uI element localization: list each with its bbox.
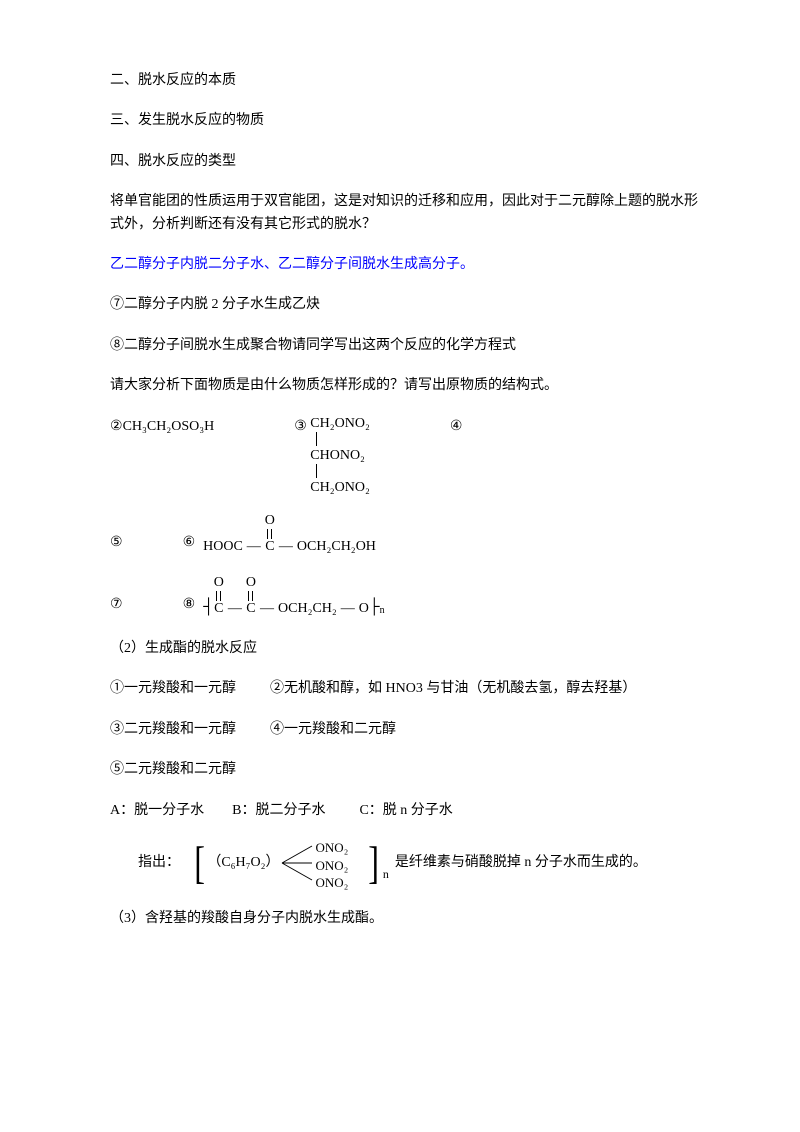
bond-dash-icon: — bbox=[243, 540, 265, 554]
f8-O1: O bbox=[214, 576, 224, 590]
bond-dash-icon: — bbox=[224, 602, 246, 616]
bond-dash-icon: — bbox=[256, 602, 278, 616]
cell-core: （C₆H₇O₂） bbox=[207, 852, 279, 874]
cell-core-lparen: （ bbox=[207, 855, 221, 870]
section-3: （3）含羟基的羧酸自身分子内脱水生成酯。 bbox=[110, 908, 700, 930]
item-4: ④ bbox=[450, 416, 463, 438]
opt-1: ①一元羧酸和一元醇 bbox=[110, 681, 236, 696]
abc-row: A：脱一分子水 B：脱二分子水 C：脱 n 分子水 bbox=[110, 800, 700, 822]
f8-open-bracket: ┤ bbox=[203, 599, 214, 616]
f8-carbonyl-1: O C bbox=[214, 576, 224, 616]
f6-C: C bbox=[265, 540, 274, 554]
formula-row-234: ②CH₃CH₂OSO₃H ③ CH₂ONO₂ CHONO₂ CH₂ONO₂ ④ bbox=[110, 416, 700, 496]
f8-carbonyl-2: O C bbox=[246, 576, 256, 616]
cellulose-structure: [ （C₆H₇O₂） ONO₂ ONO₂ ONO₂ ] n bbox=[192, 840, 389, 886]
f8-mid: OCH₂CH₂ bbox=[278, 601, 337, 616]
stack-line-1: CH₂ONO₂ bbox=[310, 416, 370, 431]
opt-2: ②无机酸和醇，如 HNO3 与甘油（无机酸去氢，醇去羟基） bbox=[270, 681, 636, 696]
paragraph-blue: 乙二醇分子内脱二分子水、乙二醇分子间脱水生成高分子。 bbox=[110, 254, 700, 276]
item-2-formula: CH₃CH₂OSO₃H bbox=[123, 419, 215, 434]
right-bracket-icon: ] bbox=[368, 842, 379, 883]
stack-line-3: CH₂ONO₂ bbox=[310, 480, 370, 495]
f8-Oend: O bbox=[359, 601, 369, 616]
cellulose-row: 指出： [ （C₆H₇O₂） ONO₂ ONO₂ ONO₂ ] n 是纤维素与硝… bbox=[110, 840, 700, 886]
item-7: ⑦ bbox=[110, 594, 123, 616]
heading-2: 二、脱水反应的本质 bbox=[110, 70, 700, 92]
opt-5: ⑤二元羧酸和二元醇 bbox=[110, 759, 700, 781]
f6-O: O bbox=[265, 514, 275, 528]
cellulose-lead: 指出： bbox=[138, 852, 180, 874]
cellulose-tail: 是纤维素与硝酸脱掉 n 分子水而生成的。 bbox=[395, 852, 647, 874]
branch-lines-icon bbox=[280, 840, 316, 886]
f6-left: HOOC bbox=[203, 539, 243, 554]
cell-sub-n: n bbox=[383, 865, 389, 884]
opt-3: ③二元羧酸和一元醇 bbox=[110, 722, 236, 737]
paragraph-8: ⑧二醇分子间脱水生成聚合物请同学写出这两个反应的化学方程式 bbox=[110, 335, 700, 357]
paragraph-intro: 将单官能团的性质运用于双官能团，这是对知识的迁移和应用，因此对于二元醇除上题的脱… bbox=[110, 191, 700, 236]
bond-dash-icon: — bbox=[275, 540, 297, 554]
item-3-label: ③ bbox=[294, 419, 307, 434]
cell-core-formula: C₆H₇O₂ bbox=[221, 855, 265, 870]
formula-row-78: ⑦ ⑧ ┤ O C — O C — OCH₂CH₂ — O ├n bbox=[110, 576, 700, 616]
f8-C2: C bbox=[246, 602, 255, 616]
cell-core-rparen: ） bbox=[266, 855, 280, 870]
cellulose-branches: ONO₂ ONO₂ ONO₂ bbox=[280, 840, 366, 886]
bond-dash-icon: — bbox=[337, 602, 359, 616]
branch-bot: ONO₂ bbox=[316, 873, 349, 894]
question-1: 请大家分析下面物质是由什么物质怎样形成的？请写出原物质的结构式。 bbox=[110, 375, 700, 397]
section-2: （2）生成酯的脱水反应 bbox=[110, 638, 700, 660]
bond-line-icon bbox=[316, 432, 318, 446]
item-2-label: ② bbox=[110, 419, 123, 434]
stack-line-2: CHONO₂ bbox=[310, 448, 365, 463]
item-8: ⑧ bbox=[183, 594, 196, 616]
f8-O2: O bbox=[246, 576, 256, 590]
formula-8: ┤ O C — O C — OCH₂CH₂ — O ├n bbox=[203, 576, 384, 616]
heading-4: 四、脱水反应的类型 bbox=[110, 151, 700, 173]
double-bond-icon bbox=[248, 591, 253, 601]
formula-6: HOOC — O C — OCH₂CH₂OH bbox=[203, 514, 376, 554]
f6-carbonyl: O C bbox=[265, 514, 275, 554]
f6-right: OCH₂CH₂OH bbox=[297, 539, 376, 554]
formula-row-56: ⑤ ⑥ HOOC — O C — OCH₂CH₂OH bbox=[110, 514, 700, 554]
item-2: ②CH₃CH₂OSO₃H bbox=[110, 416, 214, 438]
f8-close-bracket: ├ bbox=[369, 599, 380, 616]
bond-line-icon bbox=[316, 464, 318, 478]
f8-n: n bbox=[380, 605, 385, 616]
f8-C1: C bbox=[214, 602, 223, 616]
abc-C: C：脱 n 分子水 bbox=[359, 803, 452, 818]
double-bond-icon bbox=[216, 591, 221, 601]
options-row-12: ①一元羧酸和一元醇 ②无机酸和醇，如 HNO3 与甘油（无机酸去氢，醇去羟基） bbox=[110, 678, 700, 700]
item-5: ⑤ bbox=[110, 532, 123, 554]
paragraph-7: ⑦二醇分子内脱 2 分子水生成乙炔 bbox=[110, 294, 700, 316]
options-row-34: ③二元羧酸和一元醇 ④一元羧酸和二元醇 bbox=[110, 719, 700, 741]
left-bracket-icon: [ bbox=[194, 842, 205, 883]
heading-3: 三、发生脱水反应的物质 bbox=[110, 110, 700, 132]
abc-A: A：脱一分子水 bbox=[110, 803, 204, 818]
opt-4: ④一元羧酸和二元醇 bbox=[270, 722, 396, 737]
item-3-stack: CH₂ONO₂ CHONO₂ CH₂ONO₂ bbox=[310, 416, 370, 496]
abc-B: B：脱二分子水 bbox=[232, 803, 325, 818]
item-4-label: ④ bbox=[450, 419, 463, 434]
document-page: 二、脱水反应的本质 三、发生脱水反应的物质 四、脱水反应的类型 将单官能团的性质… bbox=[0, 0, 800, 1132]
item-6: ⑥ bbox=[183, 532, 196, 554]
item-3: ③ CH₂ONO₂ CHONO₂ CH₂ONO₂ bbox=[294, 416, 370, 496]
double-bond-icon bbox=[267, 529, 272, 539]
